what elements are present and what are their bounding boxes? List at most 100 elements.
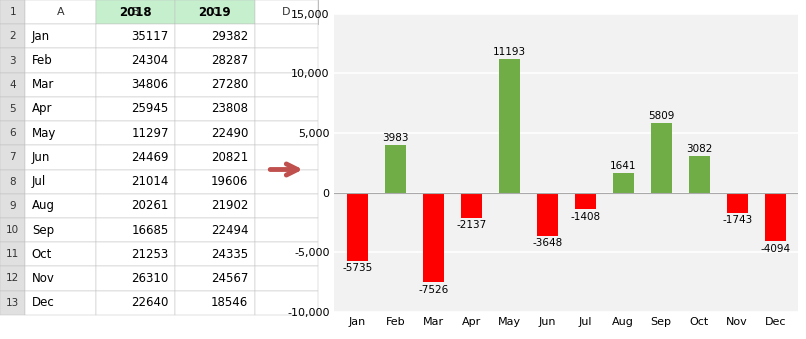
FancyBboxPatch shape: [26, 145, 95, 170]
FancyBboxPatch shape: [175, 266, 255, 291]
FancyBboxPatch shape: [95, 218, 175, 242]
FancyBboxPatch shape: [255, 97, 318, 121]
Text: -5735: -5735: [343, 263, 372, 273]
Text: 8: 8: [10, 177, 16, 186]
Text: 1641: 1641: [610, 161, 637, 171]
FancyBboxPatch shape: [175, 0, 255, 24]
FancyBboxPatch shape: [95, 24, 175, 48]
FancyBboxPatch shape: [0, 0, 26, 24]
Text: May: May: [32, 127, 56, 140]
FancyBboxPatch shape: [95, 121, 175, 145]
FancyBboxPatch shape: [175, 291, 255, 315]
FancyBboxPatch shape: [255, 73, 318, 97]
Text: D: D: [282, 7, 291, 17]
FancyBboxPatch shape: [95, 97, 175, 121]
FancyBboxPatch shape: [26, 291, 95, 315]
Bar: [537, 193, 558, 236]
Text: 27280: 27280: [211, 78, 248, 91]
FancyBboxPatch shape: [26, 218, 95, 242]
FancyBboxPatch shape: [255, 48, 318, 73]
Text: A: A: [56, 7, 64, 17]
Text: 5: 5: [10, 104, 16, 114]
Text: 25945: 25945: [131, 102, 168, 116]
Text: 1: 1: [10, 7, 16, 17]
Text: 24304: 24304: [131, 54, 168, 67]
FancyBboxPatch shape: [175, 242, 255, 266]
FancyBboxPatch shape: [255, 266, 318, 291]
FancyBboxPatch shape: [175, 194, 255, 218]
FancyBboxPatch shape: [0, 194, 26, 218]
FancyBboxPatch shape: [0, 218, 26, 242]
Text: 6: 6: [10, 128, 16, 138]
Text: 20261: 20261: [131, 199, 168, 212]
FancyBboxPatch shape: [0, 145, 26, 170]
FancyBboxPatch shape: [175, 73, 255, 97]
Text: Aug: Aug: [32, 199, 55, 212]
FancyBboxPatch shape: [255, 170, 318, 194]
Text: 2019: 2019: [198, 6, 231, 19]
FancyBboxPatch shape: [95, 291, 175, 315]
Text: 13: 13: [6, 298, 19, 308]
Bar: [423, 193, 444, 282]
FancyBboxPatch shape: [95, 194, 175, 218]
FancyBboxPatch shape: [175, 170, 255, 194]
Bar: [575, 193, 596, 210]
Text: 28287: 28287: [211, 54, 248, 67]
FancyBboxPatch shape: [95, 266, 175, 291]
Text: 22494: 22494: [211, 223, 248, 237]
FancyBboxPatch shape: [0, 48, 26, 73]
FancyBboxPatch shape: [26, 121, 95, 145]
Text: 22490: 22490: [211, 127, 248, 140]
FancyBboxPatch shape: [0, 170, 26, 194]
Bar: [347, 193, 368, 261]
FancyBboxPatch shape: [255, 194, 318, 218]
FancyBboxPatch shape: [175, 121, 255, 145]
Text: 18546: 18546: [211, 296, 248, 309]
FancyBboxPatch shape: [0, 242, 26, 266]
FancyBboxPatch shape: [95, 170, 175, 194]
Text: 2: 2: [10, 31, 16, 41]
FancyBboxPatch shape: [255, 242, 318, 266]
FancyBboxPatch shape: [26, 48, 95, 73]
Text: 3: 3: [10, 56, 16, 65]
Text: 21014: 21014: [131, 175, 168, 188]
Text: 20821: 20821: [211, 151, 248, 164]
FancyBboxPatch shape: [0, 291, 26, 315]
FancyBboxPatch shape: [255, 218, 318, 242]
FancyBboxPatch shape: [255, 291, 318, 315]
FancyBboxPatch shape: [26, 0, 95, 24]
Text: Nov: Nov: [32, 272, 55, 285]
FancyBboxPatch shape: [175, 48, 255, 73]
Text: 4: 4: [10, 80, 16, 90]
Bar: [613, 173, 634, 193]
Text: C: C: [211, 7, 218, 17]
FancyBboxPatch shape: [175, 97, 255, 121]
FancyBboxPatch shape: [26, 97, 95, 121]
FancyBboxPatch shape: [175, 218, 255, 242]
Text: 2018: 2018: [119, 6, 152, 19]
FancyBboxPatch shape: [95, 0, 175, 24]
Text: -4094: -4094: [760, 243, 790, 254]
Text: 22640: 22640: [131, 296, 168, 309]
Text: Jan: Jan: [32, 30, 50, 43]
FancyBboxPatch shape: [175, 24, 255, 48]
Text: -3648: -3648: [532, 238, 563, 248]
Text: B: B: [131, 7, 139, 17]
FancyBboxPatch shape: [255, 0, 318, 24]
FancyBboxPatch shape: [0, 73, 26, 97]
Text: 35117: 35117: [131, 30, 168, 43]
Bar: [384, 145, 405, 193]
Text: Oct: Oct: [32, 248, 52, 261]
FancyBboxPatch shape: [255, 121, 318, 145]
Text: 21253: 21253: [131, 248, 168, 261]
Text: 11193: 11193: [492, 47, 526, 57]
Text: 26310: 26310: [131, 272, 168, 285]
Text: 34806: 34806: [131, 78, 168, 91]
FancyBboxPatch shape: [175, 0, 255, 24]
FancyBboxPatch shape: [95, 145, 175, 170]
Text: Dec: Dec: [32, 296, 55, 309]
FancyBboxPatch shape: [26, 194, 95, 218]
Text: -7526: -7526: [418, 284, 448, 295]
Text: Sep: Sep: [32, 223, 54, 237]
Text: 3082: 3082: [686, 144, 713, 154]
